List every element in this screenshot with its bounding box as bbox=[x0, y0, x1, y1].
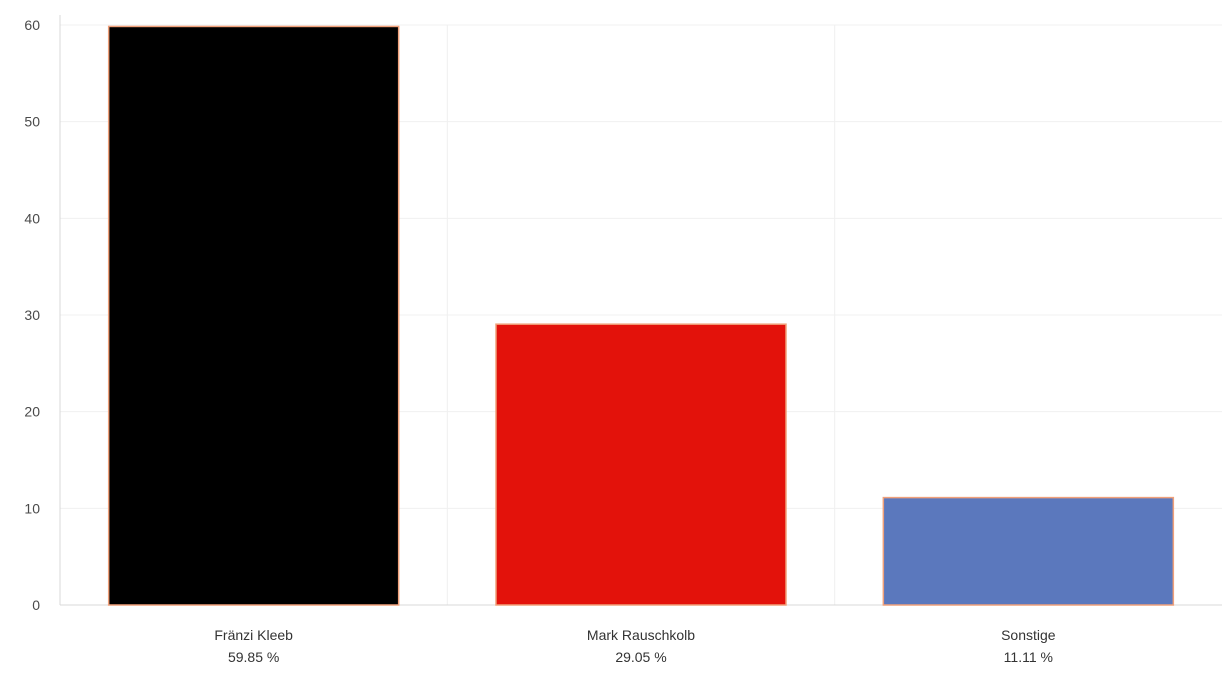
y-tick-label: 40 bbox=[24, 210, 40, 226]
y-tick-label: 60 bbox=[24, 17, 40, 33]
y-tick-label: 30 bbox=[24, 307, 40, 323]
bars bbox=[107, 25, 1175, 606]
y-tick-label: 0 bbox=[32, 597, 40, 613]
value-label: 59.85 % bbox=[228, 649, 279, 665]
bar-0[interactable] bbox=[107, 25, 400, 606]
bar-1[interactable] bbox=[495, 323, 787, 606]
y-tick-label: 50 bbox=[24, 114, 40, 130]
category-label: Sonstige bbox=[1001, 627, 1056, 643]
value-label: 29.05 % bbox=[615, 649, 666, 665]
x-axis-labels: Fränzi Kleeb 59.85 % Mark Rauschkolb 29.05 … bbox=[214, 627, 1055, 665]
value-label: 11.11 % bbox=[1004, 649, 1053, 665]
y-tick-label: 20 bbox=[24, 404, 40, 420]
category-label: Mark Rauschkolb bbox=[587, 627, 695, 643]
y-tick-label: 10 bbox=[24, 500, 40, 516]
category-label: Fränzi Kleeb bbox=[214, 627, 293, 643]
bar-2[interactable] bbox=[882, 496, 1175, 606]
